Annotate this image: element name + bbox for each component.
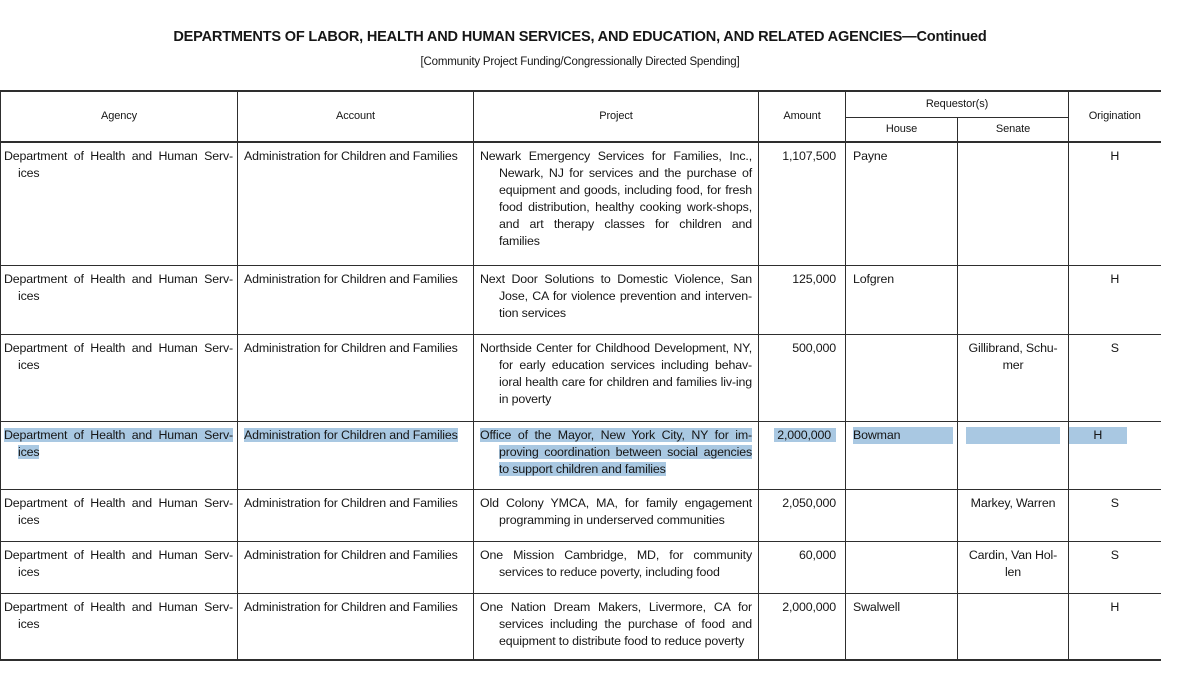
- table-header: Agency Account Project Amount Requestor(…: [0, 90, 1161, 143]
- origination-cell: H: [1068, 420, 1161, 490]
- table-row: Department of Health and Human Serv-ices…: [0, 333, 1161, 422]
- project-cell: Old Colony YMCA, MA, for family engageme…: [473, 488, 759, 542]
- senate-cell: Markey, Warren: [956, 488, 1070, 542]
- project-cell: Next Door Solutions to Domestic Violence…: [473, 264, 759, 335]
- house-cell: Payne: [845, 141, 958, 266]
- amount-cell: 500,000: [758, 333, 846, 422]
- house-cell: Swalwell: [845, 592, 958, 661]
- account-cell: Administration for Children and Families: [237, 333, 474, 422]
- agency-cell: Department of Health and Human Serv-ices: [0, 141, 238, 266]
- header-project: Project: [473, 90, 759, 143]
- table-row: Department of Health and Human Serv-ices…: [0, 141, 1161, 266]
- page-title: DEPARTMENTS OF LABOR, HEALTH AND HUMAN S…: [173, 28, 987, 45]
- origination-cell: H: [1068, 141, 1161, 266]
- project-cell: One Mission Cambridge, MD, for community…: [473, 540, 759, 594]
- header-senate: Senate: [956, 116, 1069, 143]
- origination-cell: H: [1068, 592, 1161, 661]
- header-amount: Amount: [758, 90, 846, 143]
- page-subtitle: [Community Project Funding/Congressional…: [420, 56, 740, 68]
- project-cell: One Nation Dream Makers, Livermore, CA f…: [473, 592, 759, 661]
- table-row: Department of Health and Human Serv-ices…: [0, 488, 1161, 542]
- agency-cell: Department of Health and Human Serv-ices: [0, 488, 238, 542]
- agency-cell: Department of Health and Human Serv-ices: [0, 333, 238, 422]
- senate-cell: [956, 141, 1070, 266]
- selection-band: [966, 426, 1061, 444]
- selected-text: Office of the Mayor, New York City, NY f…: [480, 427, 752, 476]
- agency-cell: Department of Health and Human Serv-ices: [0, 540, 238, 594]
- spending-table: Agency Account Project Amount Requestor(…: [0, 90, 1161, 661]
- account-cell: Administration for Children and Families: [237, 420, 474, 490]
- senate-cell: [956, 420, 1070, 490]
- header-agency: Agency: [0, 90, 238, 143]
- amount-cell: 1,107,500: [758, 141, 846, 266]
- agency-cell: Department of Health and Human Serv-ices: [0, 420, 238, 490]
- selection-band: H: [1069, 426, 1127, 444]
- selected-text: Department of Health and Human Serv-ices: [4, 427, 233, 459]
- selected-text: Administration for Children and Families: [244, 427, 458, 442]
- amount-cell: 2,000,000: [758, 420, 846, 490]
- account-cell: Administration for Children and Families: [237, 141, 474, 266]
- header-requestors: Requestor(s): [844, 90, 1070, 118]
- selected-text: 2,000,000: [774, 427, 836, 442]
- project-cell: Office of the Mayor, New York City, NY f…: [473, 420, 759, 490]
- origination-cell: S: [1068, 540, 1161, 594]
- agency-cell: Department of Health and Human Serv-ices: [0, 264, 238, 335]
- table-row: Department of Health and Human Serv-ices…: [0, 264, 1161, 335]
- header-origination: Origination: [1068, 90, 1161, 143]
- amount-cell: 2,000,000: [758, 592, 846, 661]
- selection-band: Bowman: [853, 426, 953, 444]
- house-cell: Bowman: [845, 420, 958, 490]
- project-cell: Northside Center for Childhood Developme…: [473, 333, 759, 422]
- agency-cell: Department of Health and Human Serv-ices: [0, 592, 238, 661]
- senate-cell: [956, 592, 1070, 661]
- amount-cell: 2,050,000: [758, 488, 846, 542]
- house-cell: [845, 488, 958, 542]
- account-cell: Administration for Children and Families: [237, 592, 474, 661]
- account-cell: Administration for Children and Families: [237, 540, 474, 594]
- header-house: House: [845, 116, 958, 143]
- amount-cell: 125,000: [758, 264, 846, 335]
- origination-cell: H: [1068, 264, 1161, 335]
- project-cell: Newark Emergency Services for Families, …: [473, 141, 759, 266]
- senate-cell: Cardin, Van Hol-len: [956, 540, 1070, 594]
- table-row-selected[interactable]: Department of Health and Human Serv-ices…: [0, 420, 1161, 490]
- table-row: Department of Health and Human Serv-ices…: [0, 540, 1161, 594]
- amount-cell: 60,000: [758, 540, 846, 594]
- senate-cell: Gillibrand, Schu-mer: [956, 333, 1070, 422]
- house-cell: [845, 333, 958, 422]
- account-cell: Administration for Children and Families: [237, 488, 474, 542]
- origination-cell: S: [1068, 488, 1161, 542]
- house-cell: Lofgren: [845, 264, 958, 335]
- house-cell: [845, 540, 958, 594]
- origination-cell: S: [1068, 333, 1161, 422]
- senate-cell: [956, 264, 1070, 335]
- table-row: Department of Health and Human Serv-ices…: [0, 592, 1161, 661]
- account-cell: Administration for Children and Families: [237, 264, 474, 335]
- header-account: Account: [237, 90, 474, 143]
